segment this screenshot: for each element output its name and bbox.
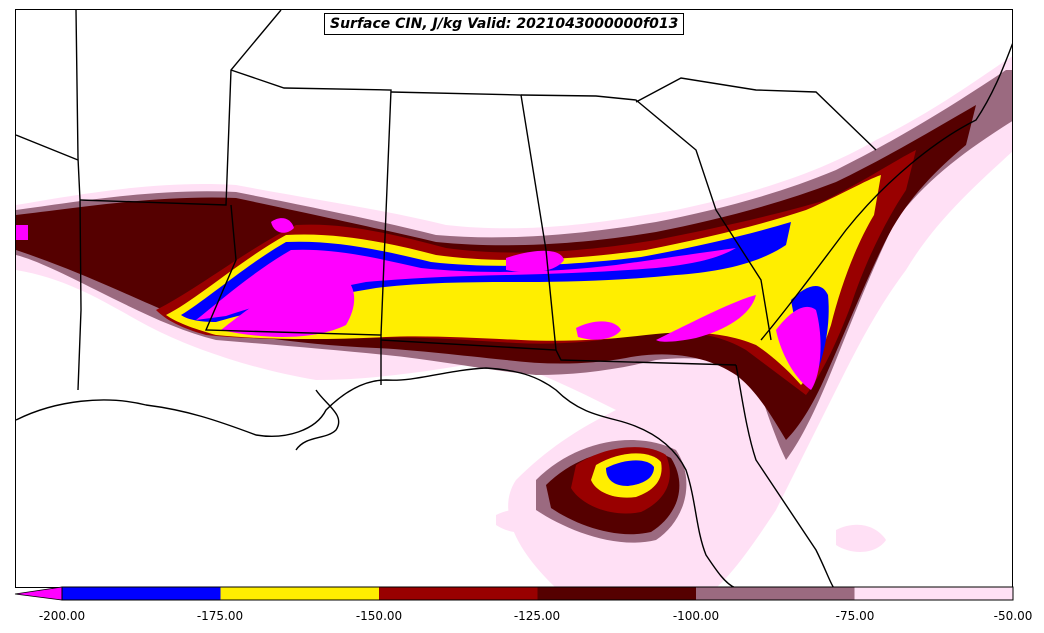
map-title: Surface CIN, J/kg Valid: 2021043000000f0… <box>324 13 685 35</box>
colorbar-bin <box>62 587 221 600</box>
tick-label: -200.00 <box>38 609 86 623</box>
tick-label: -75.00 <box>835 609 875 623</box>
colorbar <box>14 586 1014 601</box>
colorbar-under-arrow <box>14 586 63 601</box>
cin-map <box>16 10 1012 587</box>
colorbar-bin <box>696 587 855 600</box>
map-frame <box>15 9 1013 588</box>
tick-label: -100.00 <box>672 609 720 623</box>
colorbar-bin <box>854 587 1013 600</box>
tick-label: -125.00 <box>513 609 561 623</box>
tick-label: -175.00 <box>196 609 244 623</box>
boundary-lines <box>16 10 1012 587</box>
tick-label: -50.00 <box>993 609 1033 623</box>
tick-label: -150.00 <box>355 609 403 623</box>
cin-region-magenta <box>16 218 821 390</box>
colorbar-bin <box>537 587 696 600</box>
colorbar-bin <box>379 587 538 600</box>
colorbar-bin <box>220 587 379 600</box>
